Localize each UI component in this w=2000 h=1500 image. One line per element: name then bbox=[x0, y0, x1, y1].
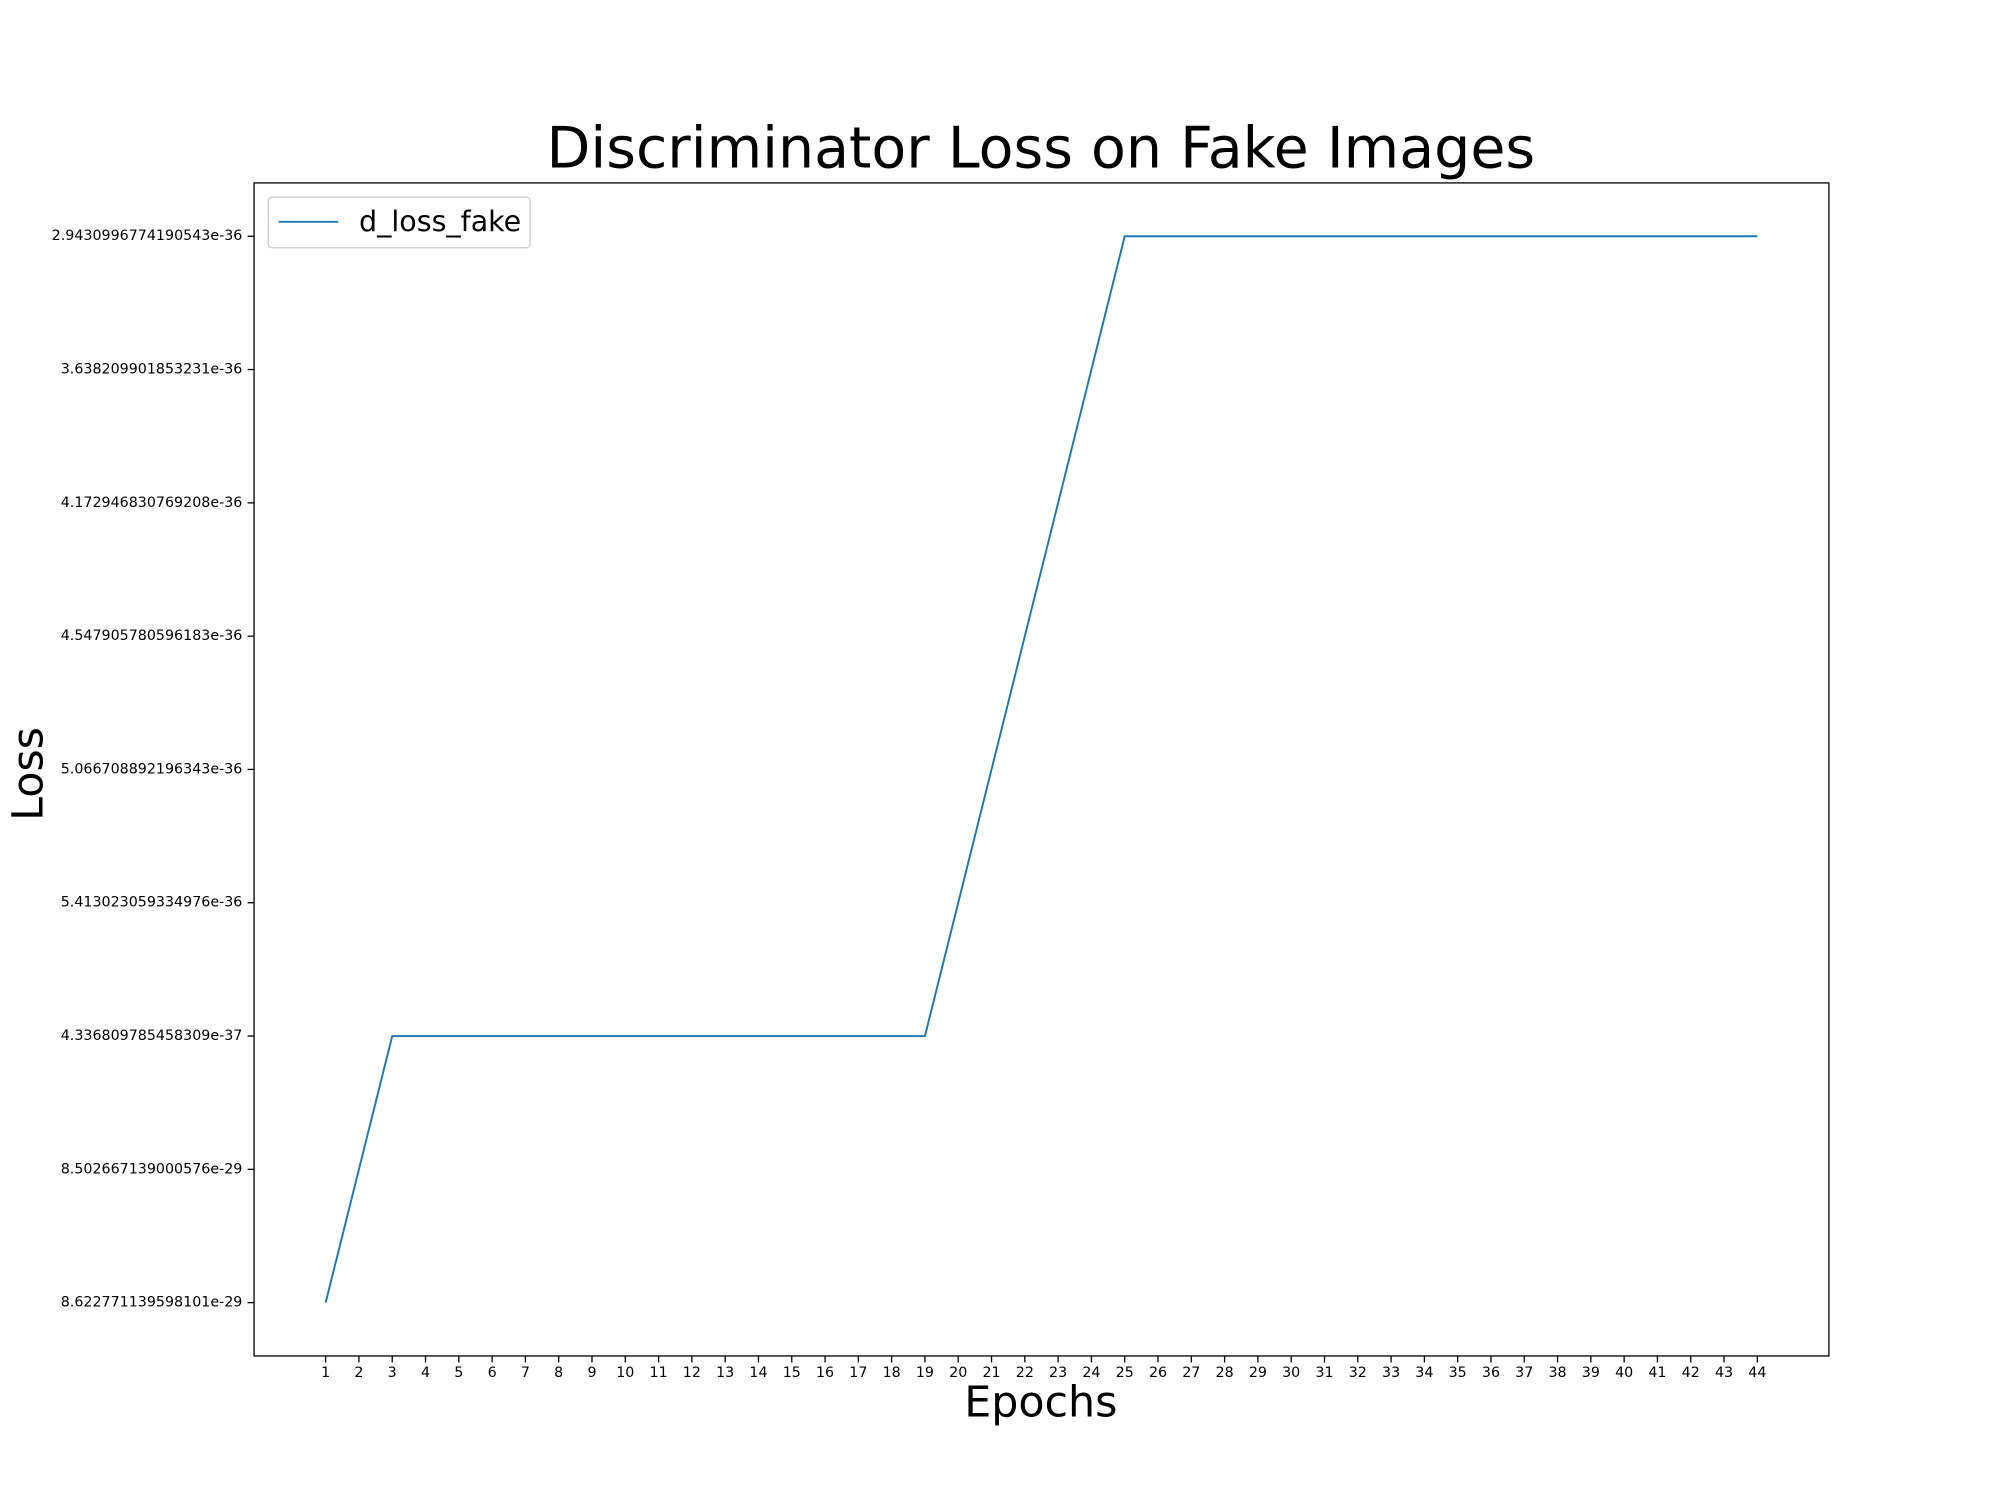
x-tick-label: 38 bbox=[1548, 1365, 1566, 1381]
x-tick-label: 24 bbox=[1082, 1365, 1100, 1381]
chart-title: Discriminator Loss on Fake Images bbox=[547, 115, 1536, 181]
y-tick-label: 3.638209901853231e-36 bbox=[61, 362, 243, 378]
x-tick-label: 21 bbox=[982, 1365, 1000, 1381]
x-tick-label: 1 bbox=[321, 1365, 330, 1381]
x-tick-label: 31 bbox=[1315, 1365, 1333, 1381]
x-tick-label: 29 bbox=[1249, 1365, 1267, 1381]
x-axis-label: Epochs bbox=[964, 1378, 1117, 1428]
x-tick-label: 12 bbox=[683, 1365, 701, 1381]
x-tick-label: 40 bbox=[1615, 1365, 1633, 1381]
x-tick-label: 10 bbox=[616, 1365, 634, 1381]
x-tick-label: 2 bbox=[354, 1365, 363, 1381]
x-tick-label: 36 bbox=[1482, 1365, 1500, 1381]
x-tick-label: 7 bbox=[521, 1365, 530, 1381]
x-tick-label: 34 bbox=[1415, 1365, 1433, 1381]
x-tick-label: 42 bbox=[1682, 1365, 1700, 1381]
x-tick-label: 23 bbox=[1049, 1365, 1067, 1381]
x-tick-label: 43 bbox=[1715, 1365, 1733, 1381]
x-tick-label: 13 bbox=[716, 1365, 734, 1381]
legend-box bbox=[267, 196, 531, 249]
x-tick-label: 4 bbox=[421, 1365, 430, 1381]
legend-label: d_loss_fake bbox=[359, 205, 521, 238]
y-tick-label: 4.547905780596183e-36 bbox=[61, 628, 243, 644]
x-tick-label: 8 bbox=[554, 1365, 563, 1381]
x-tick-label: 11 bbox=[650, 1365, 668, 1381]
x-tick-label: 22 bbox=[1016, 1365, 1034, 1381]
y-tick-label: 8.622771139598101e-29 bbox=[61, 1295, 243, 1311]
legend: d_loss_fake bbox=[267, 196, 531, 249]
x-tick-label: 3 bbox=[388, 1365, 397, 1381]
x-tick-label: 14 bbox=[749, 1365, 767, 1381]
x-tick-label: 26 bbox=[1149, 1365, 1167, 1381]
x-tick-label: 25 bbox=[1116, 1365, 1134, 1381]
x-tick-label: 9 bbox=[587, 1365, 596, 1381]
y-axis-label: Loss bbox=[4, 727, 54, 821]
plot-frame bbox=[253, 182, 1830, 1357]
x-tick-label: 18 bbox=[883, 1365, 901, 1381]
x-tick-label: 44 bbox=[1748, 1365, 1766, 1381]
y-tick-label: 2.9430996774190543e-36 bbox=[52, 228, 243, 244]
x-tick-label: 28 bbox=[1216, 1365, 1234, 1381]
x-tick-label: 5 bbox=[454, 1365, 463, 1381]
x-tick-label: 41 bbox=[1648, 1365, 1666, 1381]
x-tick-label: 30 bbox=[1282, 1365, 1300, 1381]
y-tick-label: 5.066708892196343e-36 bbox=[61, 761, 243, 777]
x-tick-label: 33 bbox=[1382, 1365, 1400, 1381]
x-tick-label: 20 bbox=[949, 1365, 967, 1381]
x-tick-label: 37 bbox=[1515, 1365, 1533, 1381]
x-tick-label: 27 bbox=[1182, 1365, 1200, 1381]
y-tick-label: 8.502667139000576e-29 bbox=[61, 1161, 243, 1177]
y-tick-label: 4.172946830769208e-36 bbox=[61, 495, 243, 511]
x-tick-label: 15 bbox=[783, 1365, 801, 1381]
x-tick-label: 17 bbox=[849, 1365, 867, 1381]
x-tick-label: 19 bbox=[916, 1365, 934, 1381]
x-tick-label: 39 bbox=[1582, 1365, 1600, 1381]
x-tick-label: 35 bbox=[1449, 1365, 1467, 1381]
x-tick-label: 16 bbox=[816, 1365, 834, 1381]
y-tick-label: 4.336809785458309e-37 bbox=[61, 1028, 243, 1044]
x-tick-label: 32 bbox=[1349, 1365, 1367, 1381]
x-tick-label: 6 bbox=[488, 1365, 497, 1381]
y-tick-label: 5.413023059334976e-36 bbox=[61, 895, 243, 911]
line-series bbox=[324, 235, 1758, 1303]
